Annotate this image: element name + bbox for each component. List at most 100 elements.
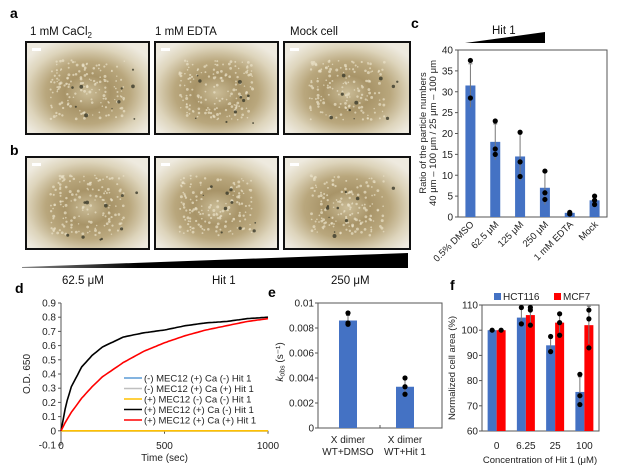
y-tick-label: 0.002 bbox=[289, 399, 314, 410]
micrograph-b-3 bbox=[283, 156, 411, 250]
y-tick-label: 60 bbox=[467, 427, 479, 438]
legend-label: (+) MEC12 (+) Ca (+) Hit 1 bbox=[144, 416, 256, 427]
y-tick-label: 15 bbox=[442, 150, 454, 161]
data-point bbox=[345, 310, 351, 316]
plot-frame bbox=[457, 49, 608, 218]
data-point bbox=[577, 393, 583, 399]
gradient-label-high: 250 μM bbox=[331, 275, 370, 287]
gradient-label-low: 62.5 μM bbox=[62, 275, 104, 287]
micrograph-b-1 bbox=[25, 156, 150, 250]
data-point bbox=[518, 321, 524, 327]
x-tick-label: 100 bbox=[576, 441, 593, 452]
data-point bbox=[557, 320, 563, 326]
scale-bar bbox=[161, 48, 170, 51]
bar-hct116 bbox=[575, 391, 585, 431]
y-tick-label: 0.006 bbox=[289, 349, 314, 360]
y-tick-label: 0.7 bbox=[42, 327, 56, 338]
x-tick-label: 62.5 μM bbox=[469, 219, 501, 251]
data-point bbox=[542, 168, 548, 174]
legend-label: MCF7 bbox=[563, 292, 591, 303]
data-point bbox=[567, 211, 573, 217]
bar bbox=[515, 156, 526, 217]
x-tick-label: WT+DMSO bbox=[322, 447, 374, 458]
data-point bbox=[517, 129, 523, 135]
y-tick-label: 20 bbox=[442, 129, 454, 140]
bar-hct116 bbox=[516, 317, 526, 431]
bar bbox=[490, 141, 501, 217]
data-point bbox=[591, 193, 598, 199]
y-tick-label: 0 bbox=[50, 426, 56, 437]
bar-mcf7 bbox=[496, 330, 506, 431]
concentration-wedge bbox=[22, 253, 408, 268]
scale-bar bbox=[32, 48, 41, 51]
y-tick-label: 0.008 bbox=[289, 324, 314, 335]
legend-label: (-) MEC12 (+) Ca (+) Hit 1 bbox=[144, 384, 254, 395]
data-point bbox=[492, 118, 498, 124]
scale-bar bbox=[290, 163, 299, 166]
x-tick-label: Mock bbox=[577, 219, 601, 243]
data-point bbox=[527, 307, 533, 313]
x-tick-label: 0 bbox=[58, 441, 64, 452]
hit1-wedge-label: Hit 1 bbox=[492, 25, 516, 37]
x-tick-label: 500 bbox=[156, 441, 173, 452]
legend-swatch bbox=[494, 293, 501, 300]
y-tick-label: 0 bbox=[308, 424, 314, 435]
y-tick-label: 100 bbox=[461, 326, 478, 337]
y-tick-label: 0.01 bbox=[295, 299, 315, 310]
y-tick-label: 0.9 bbox=[42, 299, 56, 310]
legend-label: (+) MEC12 (-) Ca (-) Hit 1 bbox=[144, 395, 251, 406]
bar-mcf7 bbox=[525, 315, 535, 431]
y-tick-label: 30 bbox=[442, 87, 454, 98]
data-point bbox=[345, 321, 351, 327]
data-point bbox=[402, 384, 408, 390]
data-point bbox=[586, 307, 592, 313]
micrograph-a-1 bbox=[25, 41, 150, 135]
panel-label-e: e bbox=[268, 284, 276, 300]
data-point bbox=[518, 304, 524, 311]
legend-label: HCT116 bbox=[503, 292, 540, 303]
y-tick-label: 110 bbox=[462, 301, 478, 312]
data-point bbox=[586, 316, 592, 322]
x-tick-label: 25 bbox=[550, 441, 562, 452]
gradient-label-mid: Hit 1 bbox=[212, 275, 236, 287]
series-line-4 bbox=[60, 316, 269, 431]
data-point bbox=[577, 371, 583, 377]
y-tick-label: 40 bbox=[442, 46, 454, 57]
x-tick-label: 125 μM bbox=[496, 219, 526, 249]
y-tick-label: 0 bbox=[447, 213, 453, 224]
data-point bbox=[467, 57, 474, 64]
plot-frame bbox=[481, 304, 600, 432]
x-axis-label: Concentration of Hit 1 (μM) bbox=[483, 455, 597, 466]
bar-mcf7 bbox=[555, 322, 565, 431]
data-point bbox=[492, 151, 498, 157]
micrograph-a-3 bbox=[283, 41, 411, 135]
y-tick-label: -0.1 bbox=[39, 441, 57, 452]
x-tick-label: 6.25 bbox=[516, 441, 536, 452]
data-point bbox=[557, 332, 563, 338]
image-label-mock: Mock cell bbox=[290, 26, 338, 38]
y-tick-label: 90 bbox=[467, 351, 479, 362]
y-tick-label: 5 bbox=[447, 192, 453, 203]
panel-label-a: a bbox=[10, 5, 18, 21]
data-point bbox=[498, 327, 504, 333]
data-point bbox=[548, 349, 554, 355]
panel-label-f: f bbox=[450, 277, 455, 293]
y-tick-label: 0.8 bbox=[42, 313, 56, 324]
data-point bbox=[548, 333, 554, 340]
legend-label: (+) MEC12 (+) Ca (-) Hit 1 bbox=[144, 405, 254, 416]
x-tick-label: X dimer bbox=[388, 435, 423, 446]
scale-bar bbox=[32, 163, 41, 166]
y-tick-label: 0.004 bbox=[289, 374, 314, 385]
y-tick-label: 80 bbox=[467, 376, 479, 387]
y-tick-label: 0.3 bbox=[42, 384, 56, 395]
x-tick-label: 0 bbox=[494, 441, 500, 452]
data-point bbox=[517, 173, 523, 180]
y-tick-label: 25 bbox=[442, 108, 454, 119]
data-point bbox=[557, 311, 563, 317]
data-point bbox=[402, 375, 408, 381]
plot-frame bbox=[317, 302, 443, 429]
y-axis-label: 40 μm – 100 μm / 25 μm – 100 μm bbox=[428, 60, 439, 206]
data-point bbox=[577, 401, 583, 408]
image-label-cacl2: 1 mM CaCl2 bbox=[30, 26, 93, 40]
